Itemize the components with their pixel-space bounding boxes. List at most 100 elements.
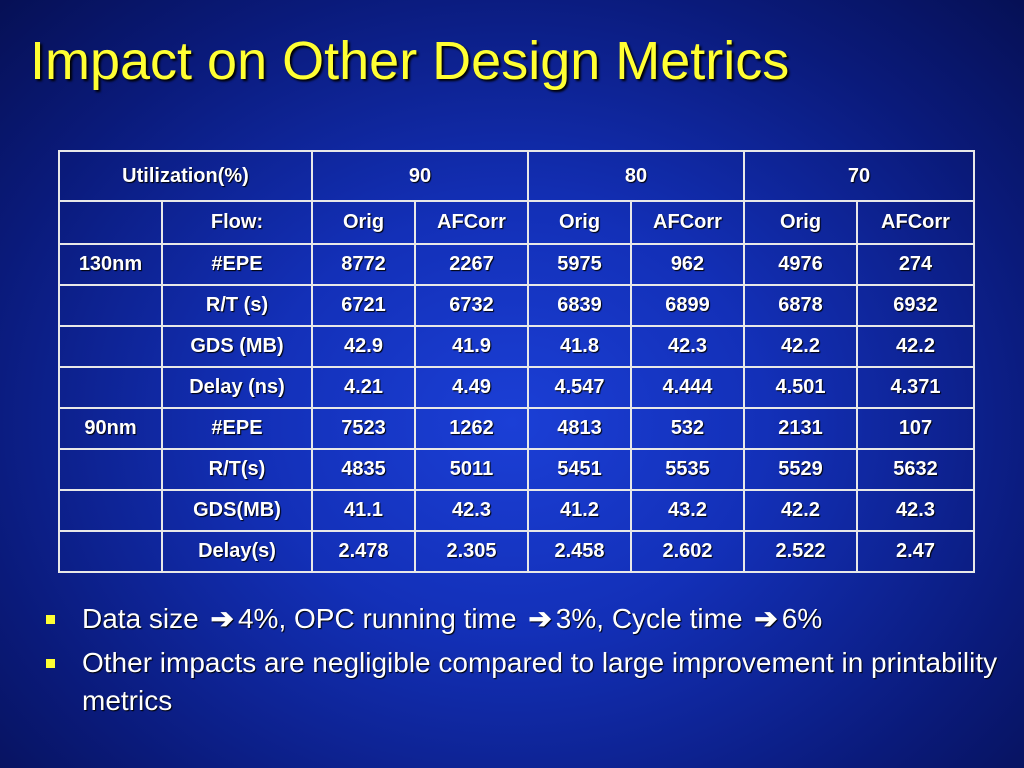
- table-row: GDS (MB) 42.9 41.9 41.8 42.3 42.2 42.2: [58, 325, 975, 368]
- utilization-header: Utilization(%): [58, 150, 313, 202]
- square-bullet-icon: [46, 659, 55, 668]
- table-cell: 4.49: [414, 366, 529, 409]
- flow-column-header: Orig: [311, 200, 416, 245]
- table-cell: 41.2: [527, 489, 632, 532]
- metric-label: Delay(s): [161, 530, 313, 573]
- table-cell: 4.444: [630, 366, 745, 409]
- table-row: Delay(s) 2.478 2.305 2.458 2.602 2.522 2…: [58, 530, 975, 573]
- node-label: [58, 448, 163, 491]
- table-header-row: Utilization(%) 90 80 70: [58, 150, 975, 202]
- metric-label: R/T (s): [161, 284, 313, 327]
- table-cell: 5529: [743, 448, 858, 491]
- table-cell: 4.21: [311, 366, 416, 409]
- table-cell: 42.3: [856, 489, 975, 532]
- table-cell: 5011: [414, 448, 529, 491]
- table-cell: 42.2: [856, 325, 975, 368]
- slide-title: Impact on Other Design Metrics: [30, 31, 790, 91]
- node-label: [58, 489, 163, 532]
- table-cell: 6839: [527, 284, 632, 327]
- bullet-list: Data size ➔ 4%, OPC running time ➔ 3%, Cyc…: [40, 600, 1015, 726]
- right-arrow-icon: ➔: [754, 603, 778, 634]
- table-cell: 5975: [527, 243, 632, 286]
- flow-column-header: Orig: [743, 200, 858, 245]
- table-cell: 6732: [414, 284, 529, 327]
- bullet-item: Data size ➔ 4%, OPC running time ➔ 3%, Cyc…: [40, 600, 1015, 638]
- table-cell: 2.305: [414, 530, 529, 573]
- utilization-group-90: 90: [311, 150, 529, 202]
- table-row: GDS(MB) 41.1 42.3 41.2 43.2 42.2 42.3: [58, 489, 975, 532]
- table-cell: 962: [630, 243, 745, 286]
- node-label: [58, 530, 163, 573]
- metric-label: R/T(s): [161, 448, 313, 491]
- node-label: [58, 284, 163, 327]
- right-arrow-icon: ➔: [210, 603, 234, 634]
- metrics-table: Utilization(%) 90 80 70 Flow: Orig AFCor…: [58, 150, 975, 573]
- table-cell: 4.371: [856, 366, 975, 409]
- table-cell: 6899: [630, 284, 745, 327]
- table-cell: 2.478: [311, 530, 416, 573]
- metric-label: #EPE: [161, 243, 313, 286]
- table-cell: 42.2: [743, 325, 858, 368]
- table-cell: 6721: [311, 284, 416, 327]
- metric-label: GDS (MB): [161, 325, 313, 368]
- flow-label: Flow:: [161, 200, 313, 245]
- flow-column-header: AFCorr: [414, 200, 529, 245]
- table-cell: 4976: [743, 243, 858, 286]
- table-cell: 4835: [311, 448, 416, 491]
- right-arrow-icon: ➔: [528, 603, 552, 634]
- table-subheader-row: Flow: Orig AFCorr Orig AFCorr Orig AFCor…: [58, 200, 975, 245]
- table-row: Delay (ns) 4.21 4.49 4.547 4.444 4.501 4…: [58, 366, 975, 409]
- table-row: R/T (s) 6721 6732 6839 6899 6878 6932: [58, 284, 975, 327]
- metric-label: GDS(MB): [161, 489, 313, 532]
- bullet-text: Other impacts are negligible compared to…: [82, 647, 998, 716]
- table-cell: 1262: [414, 407, 529, 450]
- bullet-text: 4%, OPC running time: [237, 603, 517, 634]
- table-cell: 7523: [311, 407, 416, 450]
- table-cell: 4813: [527, 407, 632, 450]
- node-label: 130nm: [58, 243, 163, 286]
- flow-column-header: AFCorr: [856, 200, 975, 245]
- table-cell: 2.47: [856, 530, 975, 573]
- table-cell: 41.8: [527, 325, 632, 368]
- table-cell: 107: [856, 407, 975, 450]
- node-label: [58, 325, 163, 368]
- table-cell: 42.2: [743, 489, 858, 532]
- square-bullet-icon: [46, 615, 55, 624]
- table-cell: 5632: [856, 448, 975, 491]
- metric-label: Delay (ns): [161, 366, 313, 409]
- table-row: 90nm #EPE 7523 1262 4813 532 2131 107: [58, 407, 975, 450]
- table-cell: 43.2: [630, 489, 745, 532]
- bullet-text: 3%, Cycle time: [555, 603, 743, 634]
- table-cell: 2131: [743, 407, 858, 450]
- table-cell: 41.1: [311, 489, 416, 532]
- bullet-item: Other impacts are negligible compared to…: [40, 644, 1015, 720]
- table-cell: 532: [630, 407, 745, 450]
- table-cell: 5451: [527, 448, 632, 491]
- table-cell: 2.522: [743, 530, 858, 573]
- table-cell: 4.501: [743, 366, 858, 409]
- flow-column-header: AFCorr: [630, 200, 745, 245]
- bullet-text: 6%: [781, 603, 823, 634]
- table-cell: 2.458: [527, 530, 632, 573]
- table-cell: 2.602: [630, 530, 745, 573]
- node-label: 90nm: [58, 407, 163, 450]
- table-cell: [58, 200, 163, 245]
- table-cell: 274: [856, 243, 975, 286]
- metric-label: #EPE: [161, 407, 313, 450]
- table-cell: 42.9: [311, 325, 416, 368]
- utilization-group-80: 80: [527, 150, 745, 202]
- bullet-text: Data size: [82, 603, 199, 634]
- table-cell: 42.3: [630, 325, 745, 368]
- table-cell: 8772: [311, 243, 416, 286]
- table-row: R/T(s) 4835 5011 5451 5535 5529 5632: [58, 448, 975, 491]
- table-cell: 6932: [856, 284, 975, 327]
- table-cell: 4.547: [527, 366, 632, 409]
- table-cell: 6878: [743, 284, 858, 327]
- table-cell: 5535: [630, 448, 745, 491]
- flow-column-header: Orig: [527, 200, 632, 245]
- table-row: 130nm #EPE 8772 2267 5975 962 4976 274: [58, 243, 975, 286]
- node-label: [58, 366, 163, 409]
- table-cell: 41.9: [414, 325, 529, 368]
- table-cell: 2267: [414, 243, 529, 286]
- utilization-group-70: 70: [743, 150, 975, 202]
